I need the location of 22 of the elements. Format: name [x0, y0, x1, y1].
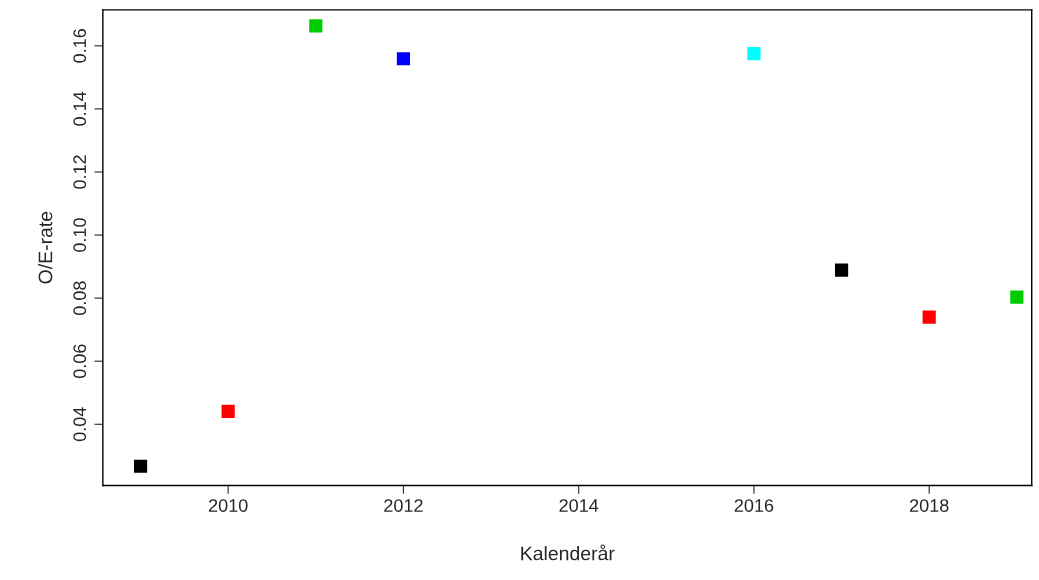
- x-tick-label: 2018: [910, 499, 949, 512]
- point: [834, 263, 849, 277]
- x-tick-label: 2010: [209, 499, 248, 512]
- y-tick-label: 0.06: [73, 344, 87, 379]
- y-tick-label: 0.08: [73, 281, 87, 315]
- y-tick-label: 0.14: [73, 91, 87, 126]
- y-tick-label: 0.16: [73, 29, 87, 63]
- point: [221, 404, 235, 418]
- point: [1010, 290, 1024, 304]
- point: [747, 47, 761, 61]
- x-tick-label: 2016: [734, 499, 774, 512]
- y-axis-title: O/E-rate: [38, 211, 53, 284]
- point: [396, 52, 411, 66]
- y-tick-label: 0.12: [73, 155, 87, 189]
- y-tick-label: 0.10: [73, 218, 87, 252]
- y-tick-label: 0.04: [73, 407, 87, 442]
- point: [922, 310, 936, 324]
- point: [133, 459, 148, 473]
- point: [309, 19, 323, 33]
- x-axis-title: Kalenderår: [521, 544, 615, 561]
- x-tick-label: 2014: [559, 499, 599, 512]
- x-tick-label: 2012: [384, 499, 423, 512]
